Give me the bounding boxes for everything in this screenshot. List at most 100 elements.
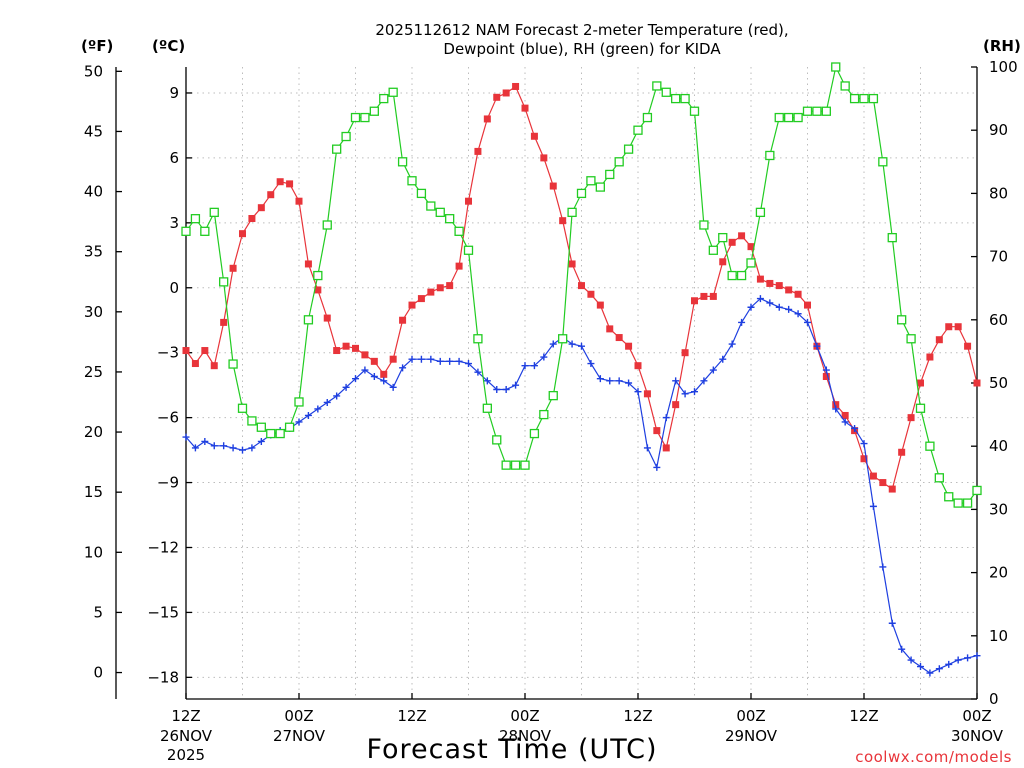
temperature-point xyxy=(681,349,689,357)
rh-point xyxy=(341,131,351,142)
temperature-point xyxy=(804,301,811,309)
temperature-point xyxy=(540,154,548,162)
temperature-point xyxy=(775,282,783,290)
rh-point xyxy=(831,62,841,72)
celsius-unit-label: (ºC) xyxy=(152,37,185,55)
temperature-point xyxy=(446,282,454,290)
temperature-point xyxy=(465,197,472,205)
x-tick-label-date: 29NOV xyxy=(725,727,778,745)
dewpoint-point xyxy=(709,366,717,374)
temperature-point xyxy=(935,336,943,344)
temperature-point xyxy=(954,323,962,331)
temperature-point xyxy=(625,342,633,350)
series-temperature xyxy=(182,82,981,493)
dewpoint-point xyxy=(606,377,614,385)
dewpoint-point xyxy=(493,385,501,393)
dewpoint-point xyxy=(766,299,774,307)
rh-point xyxy=(727,270,737,281)
dewpoint-point xyxy=(691,388,698,396)
temperature-point xyxy=(521,104,529,112)
dewpoint-point xyxy=(229,444,237,452)
temperature-point xyxy=(248,215,256,223)
temperature-point xyxy=(709,292,717,300)
dewpoint-point xyxy=(427,355,435,363)
dewpoint-point xyxy=(465,360,472,368)
rh-point xyxy=(849,93,860,104)
celsius-tick-label: 6 xyxy=(169,149,179,167)
rh-tick-label: 30 xyxy=(989,500,1008,518)
dewpoint-point xyxy=(578,342,585,350)
temperature-point xyxy=(719,258,727,266)
temperature-point xyxy=(559,217,567,225)
rh-point xyxy=(228,359,238,369)
dewpoint-point xyxy=(747,303,755,311)
temperature-point xyxy=(549,182,557,190)
fahrenheit-tick-label: 20 xyxy=(84,423,103,441)
rh-tick-label: 0 xyxy=(989,690,999,708)
dewpoint-point xyxy=(756,295,764,303)
celsius-tick-label: −18 xyxy=(147,668,179,686)
temperature-point xyxy=(229,264,237,272)
rh-point xyxy=(962,498,973,508)
dewpoint-point xyxy=(794,310,802,318)
rh-point xyxy=(784,112,794,123)
rh-point xyxy=(915,403,926,413)
dewpoint-point xyxy=(474,368,482,376)
dewpoint-point xyxy=(248,444,256,452)
rh-point xyxy=(284,422,295,432)
temperature-point xyxy=(869,472,877,480)
temperature-point xyxy=(860,455,868,463)
rh-point xyxy=(426,201,436,211)
temperature-point xyxy=(474,147,482,155)
celsius-tick-label: −6 xyxy=(157,409,179,427)
temperature-point xyxy=(380,370,388,378)
dewpoint-point xyxy=(738,318,746,326)
series-rh xyxy=(181,62,982,508)
temperature-point xyxy=(191,360,199,368)
rh-point xyxy=(266,428,276,439)
rh-point xyxy=(539,409,549,420)
fahrenheit-tick-label: 10 xyxy=(84,543,103,561)
temperature-point xyxy=(568,260,576,268)
dewpoint-point xyxy=(681,390,689,398)
dewpoint-point xyxy=(182,433,190,441)
rh-tick-label: 80 xyxy=(989,184,1008,202)
rh-point xyxy=(454,226,464,236)
rh-point xyxy=(746,258,756,268)
rh-point xyxy=(906,334,916,344)
axis-ticks xyxy=(116,66,978,700)
rh-point xyxy=(953,498,963,508)
dewpoint-point xyxy=(446,357,454,365)
temperature-point xyxy=(399,316,407,324)
rh-point xyxy=(708,245,718,255)
dewpoint-point xyxy=(436,357,444,365)
x-tick-label-time: 12Z xyxy=(397,707,426,725)
dewpoint-point xyxy=(945,660,953,668)
temperature-point xyxy=(342,342,350,350)
temperature-point xyxy=(615,334,623,342)
temperature-point xyxy=(747,243,755,251)
temperature-point xyxy=(917,379,924,387)
temperature-point xyxy=(455,262,463,270)
dewpoint-point xyxy=(869,502,877,510)
temperature-point xyxy=(182,347,190,355)
temperature-point xyxy=(662,444,670,452)
dewpoint-point xyxy=(596,375,604,383)
dewpoint-point xyxy=(333,392,341,400)
temperature-point xyxy=(841,411,849,419)
rh-point xyxy=(407,176,417,186)
fahrenheit-tick-label: 5 xyxy=(93,603,103,621)
temperature-point xyxy=(286,180,294,188)
rh-point xyxy=(350,112,361,123)
x-tick-label-time: 12Z xyxy=(849,707,878,725)
fahrenheit-tick-label: 30 xyxy=(84,303,103,321)
rh-tick-label: 40 xyxy=(989,437,1008,455)
rh-point xyxy=(322,220,332,230)
dewpoint-point xyxy=(625,379,633,387)
temperature-point xyxy=(483,115,491,123)
temperature-point xyxy=(738,232,746,240)
dewpoint-point xyxy=(728,340,736,348)
dewpoint-point xyxy=(672,377,680,385)
fahrenheit-tick-label: 25 xyxy=(84,363,103,381)
temperature-point xyxy=(634,362,642,370)
